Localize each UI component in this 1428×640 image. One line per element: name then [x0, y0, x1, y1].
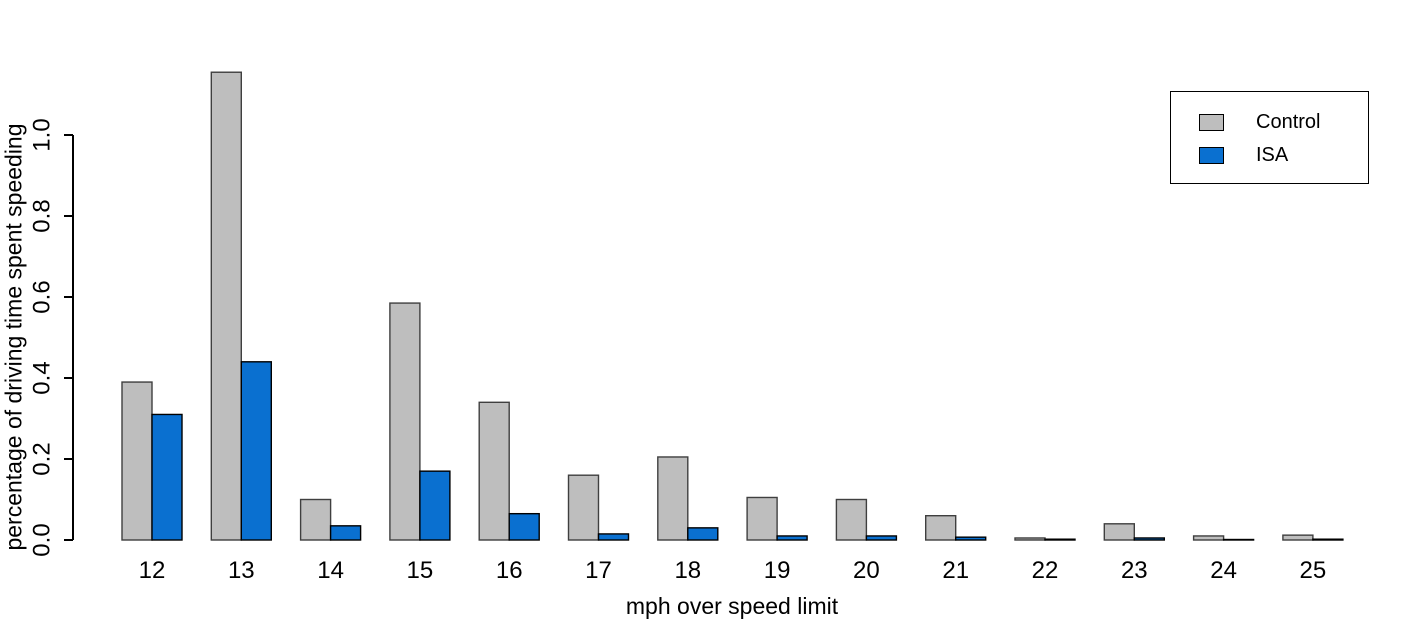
bar-control-15	[389, 302, 421, 541]
x-category-label: 21	[942, 557, 969, 584]
bar-isa-15	[419, 470, 451, 541]
bar-control-21	[925, 515, 957, 541]
bar-isa-14	[329, 525, 362, 541]
bar-control-22	[1014, 537, 1046, 541]
bar-isa-17	[597, 533, 630, 541]
bar-isa-18	[687, 527, 719, 541]
legend-item-control: Control	[1199, 110, 1321, 133]
x-category-label: 24	[1210, 557, 1237, 584]
bar-control-17	[567, 474, 600, 541]
bar-control-24	[1192, 535, 1225, 541]
x-category-label: 25	[1300, 557, 1327, 584]
bar-isa-21	[955, 536, 987, 541]
x-category-label: 17	[585, 557, 612, 584]
bar-isa-13	[240, 361, 273, 541]
control-swatch	[1199, 113, 1224, 131]
y-tick-label: 0.0	[29, 523, 56, 556]
x-category-label: 15	[407, 557, 434, 584]
bar-isa-25	[1312, 538, 1344, 541]
x-category-label: 13	[228, 557, 255, 584]
isa-swatch	[1199, 146, 1224, 164]
bar-isa-19	[776, 535, 808, 541]
y-tick-label: 0.6	[29, 280, 56, 313]
bar-control-23	[1103, 523, 1136, 541]
y-tick-label: 0.8	[29, 199, 56, 232]
y-tick-label: 0.2	[29, 442, 56, 475]
legend: Control ISA	[1170, 91, 1369, 184]
bar-control-16	[478, 401, 510, 541]
bar-isa-23	[1133, 537, 1166, 541]
x-category-label: 12	[139, 557, 166, 584]
bar-control-18	[657, 456, 689, 541]
bar-control-12	[121, 381, 153, 541]
y-tick-label: 1.0	[29, 118, 56, 151]
x-category-label: 23	[1121, 557, 1148, 584]
legend-label-isa: ISA	[1256, 143, 1289, 166]
bar-isa-24	[1222, 538, 1255, 541]
legend-item-isa: ISA	[1199, 143, 1289, 166]
bar-isa-20	[865, 535, 898, 541]
x-category-label: 14	[317, 557, 344, 584]
bar-control-19	[746, 496, 778, 541]
x-axis-title: mph over speed limit	[625, 593, 839, 619]
bar-control-25	[1282, 534, 1314, 541]
bar-control-14	[299, 498, 332, 541]
legend-label-control: Control	[1256, 110, 1321, 133]
y-axis-title: percentage of driving time spent speedin…	[0, 123, 27, 551]
x-category-label: 16	[496, 557, 523, 584]
bar-isa-16	[508, 512, 540, 541]
bar-isa-12	[151, 413, 183, 541]
bar-control-20	[835, 498, 868, 541]
x-category-label: 18	[674, 557, 701, 584]
x-category-label: 22	[1032, 557, 1059, 584]
bar-control-13	[210, 71, 243, 541]
y-tick-label: 0.4	[29, 361, 56, 394]
bar-isa-22	[1044, 538, 1076, 541]
x-category-label: 19	[764, 557, 791, 584]
x-category-label: 20	[853, 557, 880, 584]
